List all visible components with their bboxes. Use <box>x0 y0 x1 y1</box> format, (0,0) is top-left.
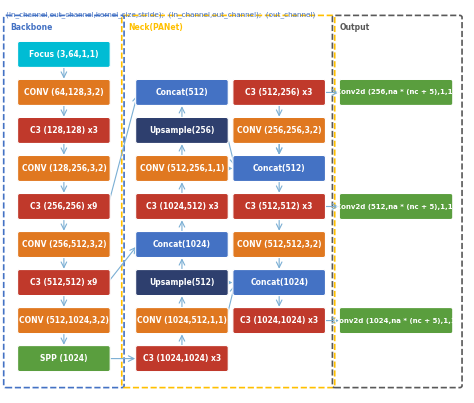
FancyBboxPatch shape <box>18 231 110 258</box>
FancyBboxPatch shape <box>18 79 110 106</box>
Text: CONV (512,512,3,2): CONV (512,512,3,2) <box>237 240 321 249</box>
Text: Neck(PANet): Neck(PANet) <box>129 23 183 32</box>
FancyBboxPatch shape <box>233 307 326 334</box>
FancyBboxPatch shape <box>233 79 326 106</box>
Text: C3 (512,512) x3: C3 (512,512) x3 <box>246 202 313 211</box>
Text: Upsample(256): Upsample(256) <box>149 126 215 135</box>
Text: Upsample(512): Upsample(512) <box>149 278 215 287</box>
FancyBboxPatch shape <box>233 193 326 220</box>
Text: C3 (128,128) x3: C3 (128,128) x3 <box>30 126 98 135</box>
FancyBboxPatch shape <box>339 307 453 334</box>
FancyBboxPatch shape <box>18 42 110 67</box>
Text: (In_channel,out_channel,kernel_size,stride);  (In_channel,out_channel);  (out_ch: (In_channel,out_channel,kernel_size,stri… <box>6 11 315 18</box>
Text: C3 (1024,512) x3: C3 (1024,512) x3 <box>146 202 219 211</box>
Text: Concat(512): Concat(512) <box>155 88 208 97</box>
Text: CONV (256,256,3,2): CONV (256,256,3,2) <box>237 126 321 135</box>
Text: Concat(1024): Concat(1024) <box>153 240 211 249</box>
FancyBboxPatch shape <box>339 79 453 106</box>
FancyBboxPatch shape <box>136 193 228 220</box>
FancyBboxPatch shape <box>233 156 326 181</box>
Text: CONV (128,256,3,2): CONV (128,256,3,2) <box>21 164 106 173</box>
FancyBboxPatch shape <box>136 270 228 295</box>
FancyBboxPatch shape <box>233 117 326 143</box>
Text: CONV (256,512,3,2): CONV (256,512,3,2) <box>22 240 106 249</box>
FancyBboxPatch shape <box>339 193 453 220</box>
Text: C3 (1024,1024) x3: C3 (1024,1024) x3 <box>240 316 318 325</box>
Text: C3 (512,256) x3: C3 (512,256) x3 <box>246 88 313 97</box>
FancyBboxPatch shape <box>18 117 110 143</box>
Text: Focus (3,64,1,1): Focus (3,64,1,1) <box>29 50 99 59</box>
Text: Concat(1024): Concat(1024) <box>250 278 308 287</box>
Text: Concat(512): Concat(512) <box>253 164 305 173</box>
FancyBboxPatch shape <box>136 79 228 106</box>
Text: Conv2d (512,na * (nc + 5),1,1): Conv2d (512,na * (nc + 5),1,1) <box>336 204 456 210</box>
Text: CONV (512,1024,3,2): CONV (512,1024,3,2) <box>19 316 109 325</box>
FancyBboxPatch shape <box>18 156 110 181</box>
FancyBboxPatch shape <box>136 307 228 334</box>
Text: SPP (1024): SPP (1024) <box>40 354 88 363</box>
FancyBboxPatch shape <box>18 270 110 295</box>
Text: C3 (512,512) x9: C3 (512,512) x9 <box>30 278 98 287</box>
Text: Backbone: Backbone <box>10 23 53 32</box>
FancyBboxPatch shape <box>136 117 228 143</box>
FancyBboxPatch shape <box>18 307 110 334</box>
FancyBboxPatch shape <box>136 346 228 372</box>
Text: CONV (512,256,1,1): CONV (512,256,1,1) <box>140 164 224 173</box>
FancyBboxPatch shape <box>233 270 326 295</box>
Text: CONV (64,128,3,2): CONV (64,128,3,2) <box>24 88 104 97</box>
FancyBboxPatch shape <box>18 346 110 372</box>
Text: C3 (1024,1024) x3: C3 (1024,1024) x3 <box>143 354 221 363</box>
Text: Conv2d (1024,na * (nc + 5),1,1): Conv2d (1024,na * (nc + 5),1,1) <box>334 318 458 324</box>
Text: Conv2d (256,na * (nc + 5),1,1): Conv2d (256,na * (nc + 5),1,1) <box>336 89 456 96</box>
Text: C3 (256,256) x9: C3 (256,256) x9 <box>30 202 98 211</box>
Text: Output: Output <box>339 23 370 32</box>
Text: CONV (1024,512,1,1): CONV (1024,512,1,1) <box>137 316 227 325</box>
FancyBboxPatch shape <box>136 231 228 258</box>
FancyBboxPatch shape <box>233 231 326 258</box>
FancyBboxPatch shape <box>18 193 110 220</box>
FancyBboxPatch shape <box>136 156 228 181</box>
